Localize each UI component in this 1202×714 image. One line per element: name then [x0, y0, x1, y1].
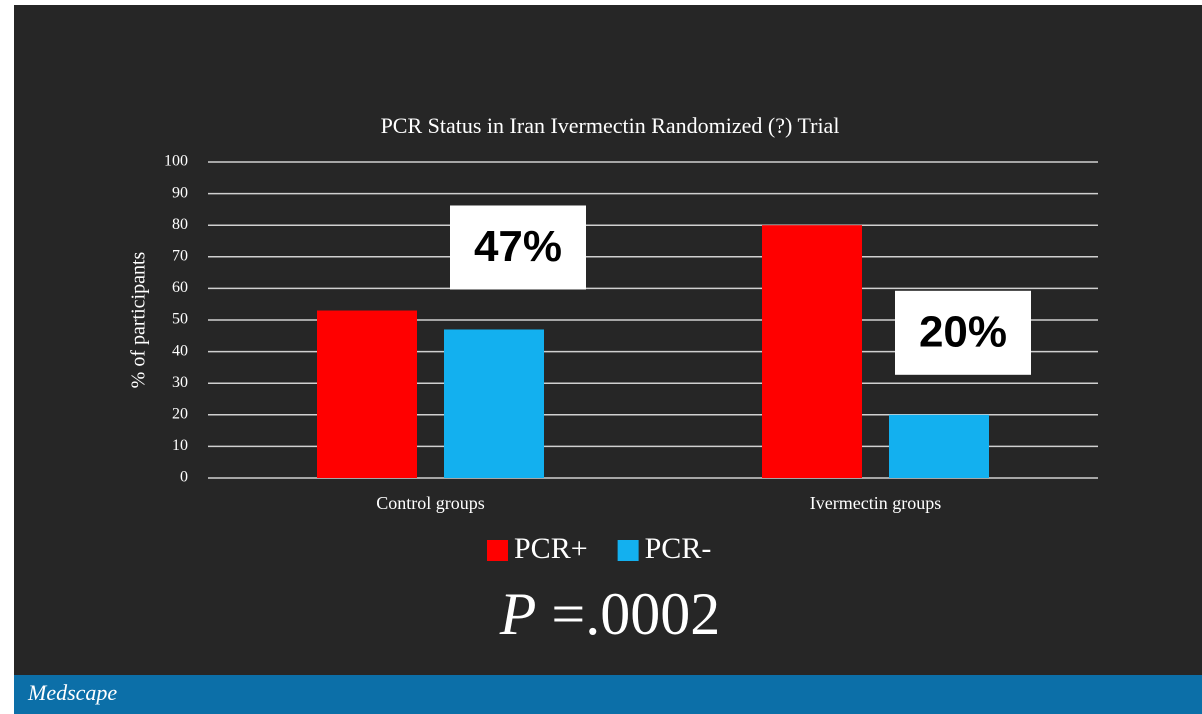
bar [762, 225, 862, 478]
footer-brand: Medscape [27, 680, 117, 705]
y-tick-label: 20 [172, 405, 188, 422]
bar [889, 414, 989, 478]
y-tick-label: 30 [172, 374, 188, 391]
y-tick-label: 10 [172, 437, 188, 454]
y-tick-label: 100 [164, 153, 188, 170]
bar [317, 310, 417, 478]
value-label-box [895, 290, 1031, 375]
y-tick-label: 40 [172, 342, 188, 359]
legend-label: PCR- [645, 532, 712, 565]
chart-title: PCR Status in Iran Ivermectin Randomized… [381, 113, 840, 138]
value-label: 20% [919, 307, 1007, 356]
footer-bar [14, 675, 1202, 714]
value-label-box [450, 205, 586, 290]
p-value: =.0002 [536, 581, 720, 647]
legend-swatch [487, 540, 508, 561]
y-axis-label: % of participants [128, 251, 150, 388]
legend-label: PCR+ [514, 532, 588, 565]
y-tick-label: 70 [172, 247, 188, 264]
bar [444, 329, 544, 478]
y-tick-label: 90 [172, 184, 188, 201]
p-symbol: P [499, 581, 537, 647]
y-tick-label: 50 [172, 311, 188, 328]
x-tick-label: Ivermectin groups [810, 493, 941, 513]
y-tick-label: 80 [172, 216, 188, 233]
y-tick-label: 60 [172, 279, 188, 296]
x-tick-label: Control groups [376, 493, 485, 513]
p-value-annotation: P =.0002 [499, 581, 721, 647]
y-tick-label: 0 [180, 469, 188, 486]
value-label: 47% [474, 222, 562, 271]
legend-swatch [617, 540, 639, 561]
